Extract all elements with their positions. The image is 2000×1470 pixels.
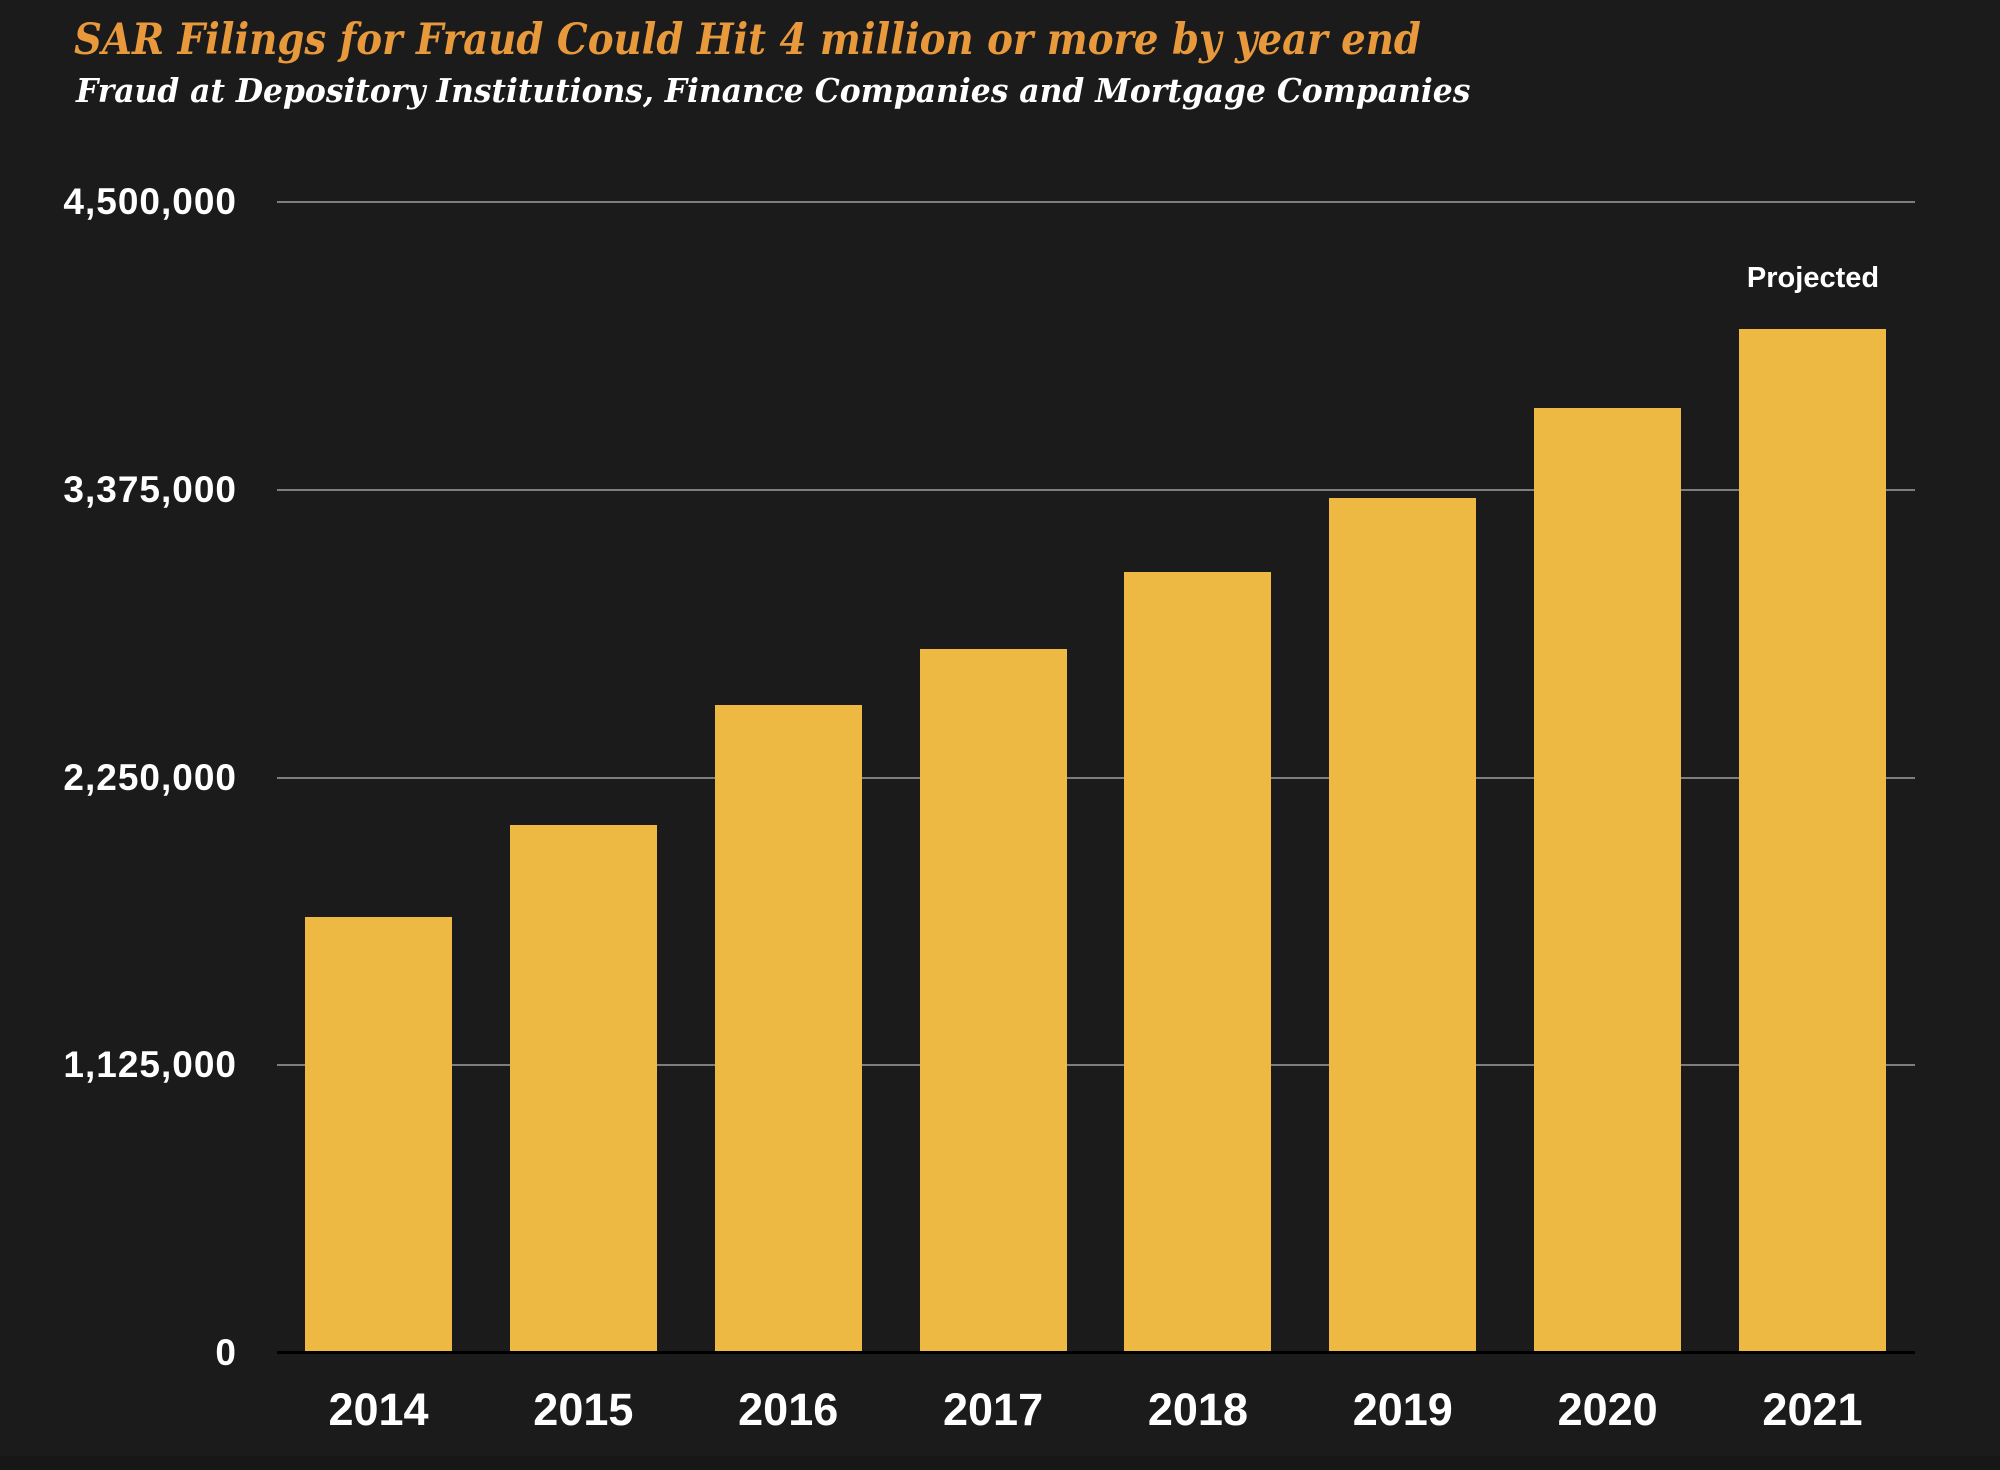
bar-2019 — [1329, 497, 1477, 1352]
y-tick-label-1125000: 1,125,000 — [63, 1044, 237, 1086]
bar-2021 — [1738, 328, 1886, 1352]
footer-strip — [0, 1456, 2000, 1470]
x-tick-label-2019: 2019 — [1352, 1384, 1453, 1435]
bar-2017 — [919, 648, 1067, 1352]
bar-2014 — [305, 917, 452, 1352]
y-tick-label-0: 0 — [215, 1332, 237, 1373]
bar-2016 — [714, 704, 862, 1352]
gridline-1125000 — [277, 1064, 1915, 1067]
y-tick-label-2250000: 2,250,000 — [63, 756, 237, 798]
y-tick-label-3375000: 3,375,000 — [63, 468, 237, 510]
bar-2015 — [509, 825, 657, 1352]
chart-title: SAR Filings for Fraud Could Hit 4 millio… — [74, 15, 1421, 65]
x-tick-label-2014: 2014 — [328, 1384, 429, 1435]
x-tick-label-2017: 2017 — [943, 1384, 1044, 1435]
chart-subtitle: Fraud at Depository Institutions, Financ… — [76, 71, 1471, 110]
y-tick-label-4500000: 4,500,000 — [63, 181, 237, 222]
x-tick-label-2020: 2020 — [1557, 1384, 1658, 1435]
projected-annotation: Projected — [1746, 262, 1880, 294]
x-tick-label-2021: 2021 — [1762, 1384, 1863, 1435]
bar-2018 — [1124, 571, 1272, 1352]
x-tick-label-2016: 2016 — [738, 1384, 839, 1435]
x-tick-label-2015: 2015 — [533, 1384, 634, 1435]
plot-area — [277, 201, 1915, 1354]
gridline-3375000 — [277, 488, 1915, 491]
x-tick-label-2018: 2018 — [1147, 1384, 1248, 1435]
gridline-2250000 — [277, 776, 1915, 779]
gridline-4500000 — [277, 201, 1915, 203]
x-axis-line — [277, 1351, 1915, 1354]
bar-2020 — [1534, 408, 1682, 1352]
